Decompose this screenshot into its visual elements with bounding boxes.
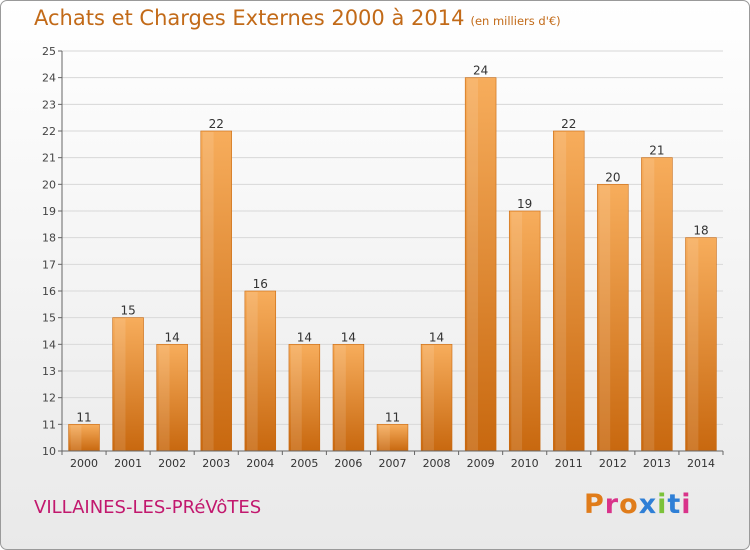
data-label: 21 xyxy=(649,144,664,158)
x-tick-label: 2011 xyxy=(555,457,583,470)
x-tick-label: 2002 xyxy=(158,457,186,470)
data-label: 11 xyxy=(76,410,91,424)
logo-letter: x xyxy=(638,489,658,520)
bar xyxy=(244,290,277,452)
data-label: 22 xyxy=(561,117,576,131)
data-label: 24 xyxy=(473,64,488,78)
bar-highlight xyxy=(379,425,390,451)
chart-title-text: Achats et Charges Externes 2000 à 2014 xyxy=(34,6,465,30)
y-tick-label: 20 xyxy=(42,178,56,191)
bar xyxy=(597,184,629,452)
chart-title: Achats et Charges Externes 2000 à 2014 (e… xyxy=(34,6,561,30)
data-label: 20 xyxy=(605,170,620,184)
y-tick-label: 13 xyxy=(42,365,56,378)
logo-letter: i xyxy=(657,489,668,520)
x-tick-label: 2007 xyxy=(379,457,407,470)
y-tick-label: 15 xyxy=(42,312,56,325)
proxiti-logo: Proxiti xyxy=(584,489,692,520)
logo-letter: o xyxy=(619,489,639,520)
x-tick-label: 2012 xyxy=(599,457,627,470)
data-label: 19 xyxy=(517,197,532,211)
bar-highlight xyxy=(70,425,82,451)
data-labels: 11 15 14 22 16 14 14 11 14 24 19 22 20 21 18 xyxy=(76,64,708,425)
logo-letter: P xyxy=(584,489,605,520)
bar xyxy=(68,424,100,452)
bar xyxy=(376,424,409,452)
data-label: 22 xyxy=(209,117,224,131)
data-label: 14 xyxy=(297,330,312,344)
bar-highlight xyxy=(423,345,434,451)
bar-highlight xyxy=(335,345,346,451)
data-label: 14 xyxy=(165,330,180,344)
x-tick-label: 2014 xyxy=(687,457,715,470)
y-tick-label: 24 xyxy=(42,72,56,85)
y-tick-label: 14 xyxy=(42,338,56,351)
y-tick-label: 11 xyxy=(42,418,56,431)
y-tick-label: 19 xyxy=(42,205,56,218)
logo-letter: r xyxy=(604,489,620,520)
logo-letter: i xyxy=(681,489,692,520)
bar-highlight xyxy=(643,158,655,451)
y-tick-label: 21 xyxy=(42,152,56,165)
bar xyxy=(288,344,321,452)
bar xyxy=(553,130,585,452)
bar-highlight xyxy=(467,78,479,452)
bar xyxy=(685,237,717,452)
bar-highlight xyxy=(246,292,258,451)
bar-highlight xyxy=(114,318,126,451)
x-tick-label: 2005 xyxy=(290,457,318,470)
data-label: 14 xyxy=(429,330,444,344)
axes xyxy=(61,51,723,452)
x-tick-label: 2009 xyxy=(467,457,495,470)
bar xyxy=(332,344,365,452)
data-label: 15 xyxy=(120,304,135,318)
data-label: 16 xyxy=(253,277,268,291)
y-tick-label: 25 xyxy=(42,45,56,58)
y-tick-label: 23 xyxy=(42,98,56,111)
y-tick-label: 10 xyxy=(42,445,56,458)
bar-highlight xyxy=(555,132,567,451)
data-label: 14 xyxy=(341,330,356,344)
chart-unit: (en milliers d'€) xyxy=(470,14,561,28)
bar xyxy=(641,157,673,452)
bar xyxy=(112,317,144,452)
x-tick-label: 2003 xyxy=(202,457,230,470)
bar-highlight xyxy=(158,345,170,451)
bars xyxy=(68,77,717,452)
logo-letter: t xyxy=(667,489,682,520)
bar-highlight xyxy=(290,345,302,451)
y-tick-label: 17 xyxy=(42,258,56,271)
y-tick-labels: 10 11 12 13 14 15 16 17 18 19 20 21 22 23 24 25 xyxy=(42,45,56,458)
y-tick-label: 16 xyxy=(42,285,56,298)
x-tick-label: 2000 xyxy=(70,457,98,470)
x-tick-label: 2008 xyxy=(423,457,451,470)
bar xyxy=(464,77,497,452)
bar xyxy=(508,210,541,452)
bar-highlight xyxy=(687,238,699,451)
x-tick-label: 2006 xyxy=(334,457,362,470)
bar-highlight xyxy=(599,185,611,452)
y-tick-label: 18 xyxy=(42,232,56,245)
y-tick-label: 12 xyxy=(42,392,56,405)
data-label: 11 xyxy=(385,410,400,424)
x-tick-label: 2010 xyxy=(511,457,539,470)
x-tick-label: 2004 xyxy=(246,457,274,470)
bar-highlight xyxy=(511,212,523,451)
commune-name: VILLAINES-LES-PRéVôTES xyxy=(34,497,262,518)
data-label: 18 xyxy=(693,224,708,238)
bar xyxy=(156,344,188,452)
y-tick-label: 22 xyxy=(42,125,56,138)
bar-highlight xyxy=(202,132,214,451)
x-tick-label: 2001 xyxy=(114,457,142,470)
bar xyxy=(200,130,232,452)
bar xyxy=(420,344,453,452)
x-tick-label: 2013 xyxy=(643,457,671,470)
x-tick-labels: 2000 2001 2002 2003 2004 2005 2006 2007 2008 2009… xyxy=(70,457,715,470)
